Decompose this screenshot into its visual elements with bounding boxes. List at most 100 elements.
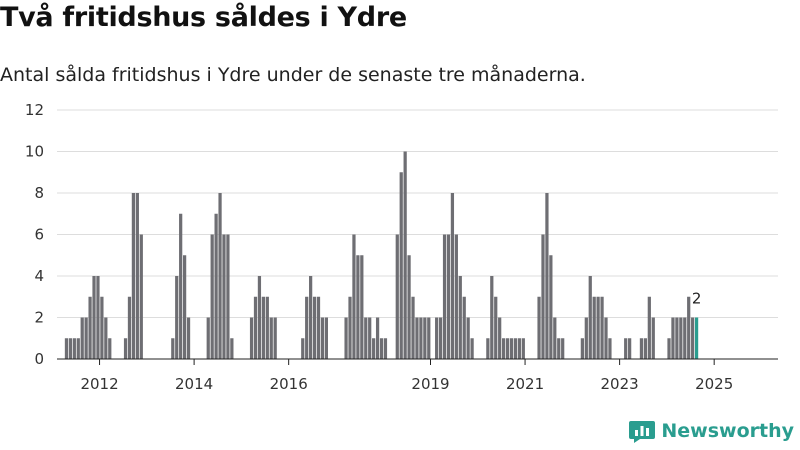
- latest-value-label: 2: [692, 290, 702, 308]
- bar: [600, 296, 604, 359]
- bar-chart-icon: [629, 421, 656, 443]
- bar: [131, 193, 136, 359]
- x-tick-label: 2016: [270, 375, 308, 393]
- bar: [446, 234, 451, 359]
- bar: [419, 317, 423, 359]
- bar-series: [64, 151, 699, 359]
- bar: [356, 255, 360, 359]
- bar: [320, 317, 325, 359]
- x-tick-label: 2023: [601, 375, 639, 393]
- bar: [596, 296, 600, 359]
- bar: [218, 193, 222, 359]
- bar: [411, 296, 415, 359]
- bar: [100, 296, 104, 359]
- bar: [135, 193, 139, 359]
- bar: [88, 296, 92, 359]
- bar: [226, 234, 230, 359]
- bar: [375, 317, 380, 359]
- bar: [309, 276, 313, 359]
- bar: [651, 317, 655, 359]
- bar: [108, 338, 112, 359]
- bar: [675, 317, 679, 359]
- bar: [415, 317, 419, 359]
- bar: [604, 317, 608, 359]
- bar: [72, 338, 76, 359]
- bar: [273, 317, 277, 359]
- bar: [127, 296, 132, 359]
- bar: [671, 317, 675, 359]
- y-tick-label: 10: [25, 143, 44, 161]
- bar: [435, 317, 439, 359]
- bar: [68, 338, 73, 359]
- bar: [643, 338, 647, 359]
- bar: [498, 317, 502, 359]
- bar: [171, 338, 175, 359]
- bar: [549, 255, 553, 359]
- bar: [64, 338, 69, 359]
- bar: [628, 338, 632, 359]
- bar: [379, 338, 384, 359]
- x-axis: 2012 2014 2016 2019 2021 2023 2025: [80, 359, 733, 393]
- bar: [407, 255, 411, 359]
- bar: [364, 317, 368, 359]
- bar: [466, 317, 470, 359]
- bar: [92, 276, 96, 359]
- bar: [490, 276, 494, 359]
- bar: [249, 317, 254, 359]
- x-tick-label: 2014: [175, 375, 213, 393]
- bar: [486, 338, 490, 359]
- x-tick-label: 2019: [411, 375, 449, 393]
- bar: [123, 338, 128, 359]
- bar: [470, 338, 474, 359]
- bar: [423, 317, 427, 359]
- bar: [265, 296, 269, 359]
- bar: [269, 317, 273, 359]
- y-tick-label: 0: [34, 350, 44, 368]
- bar: [182, 255, 187, 359]
- x-tick-label: 2021: [506, 375, 544, 393]
- bar: [624, 338, 628, 359]
- bar: [210, 234, 214, 359]
- bar: [557, 338, 561, 359]
- y-tick-label: 12: [25, 101, 44, 119]
- grid-layer: [57, 109, 778, 318]
- bar: [561, 338, 565, 359]
- bar: [80, 317, 84, 359]
- bar: [352, 234, 356, 359]
- bar: [206, 317, 210, 359]
- bar: [214, 213, 218, 359]
- bar: [592, 296, 596, 359]
- bar: [608, 338, 612, 359]
- y-axis: 0 2 4 6 8 10 12: [25, 101, 44, 368]
- bar: [399, 172, 403, 359]
- bar: [584, 317, 588, 359]
- bar: [179, 213, 183, 359]
- bar: [316, 296, 321, 359]
- bar: [261, 296, 265, 359]
- bar: [139, 234, 143, 359]
- bar: [505, 338, 510, 359]
- brand-logo-group[interactable]: Newsworthy: [629, 418, 794, 444]
- bar: [253, 296, 258, 359]
- bar: [588, 276, 592, 359]
- bar: [494, 296, 498, 359]
- chart-subtitle: Antal sålda fritidshus i Ydre under de s…: [0, 64, 586, 86]
- bar: [395, 234, 399, 359]
- bar: [84, 317, 88, 359]
- y-tick-label: 2: [34, 309, 44, 327]
- bar: [442, 234, 447, 359]
- bar: [344, 317, 348, 359]
- bar: [372, 338, 376, 359]
- bar: [521, 338, 525, 359]
- bar: [257, 276, 262, 359]
- y-tick-label: 8: [34, 184, 44, 202]
- bar: [312, 296, 317, 359]
- brand-name: Newsworthy: [661, 420, 794, 442]
- bar: [104, 317, 108, 359]
- bar-latest: [694, 317, 699, 359]
- bar: [368, 317, 372, 359]
- bar: [545, 193, 549, 359]
- bar: [501, 338, 506, 359]
- y-tick-label: 4: [34, 267, 44, 285]
- bar: [513, 338, 518, 359]
